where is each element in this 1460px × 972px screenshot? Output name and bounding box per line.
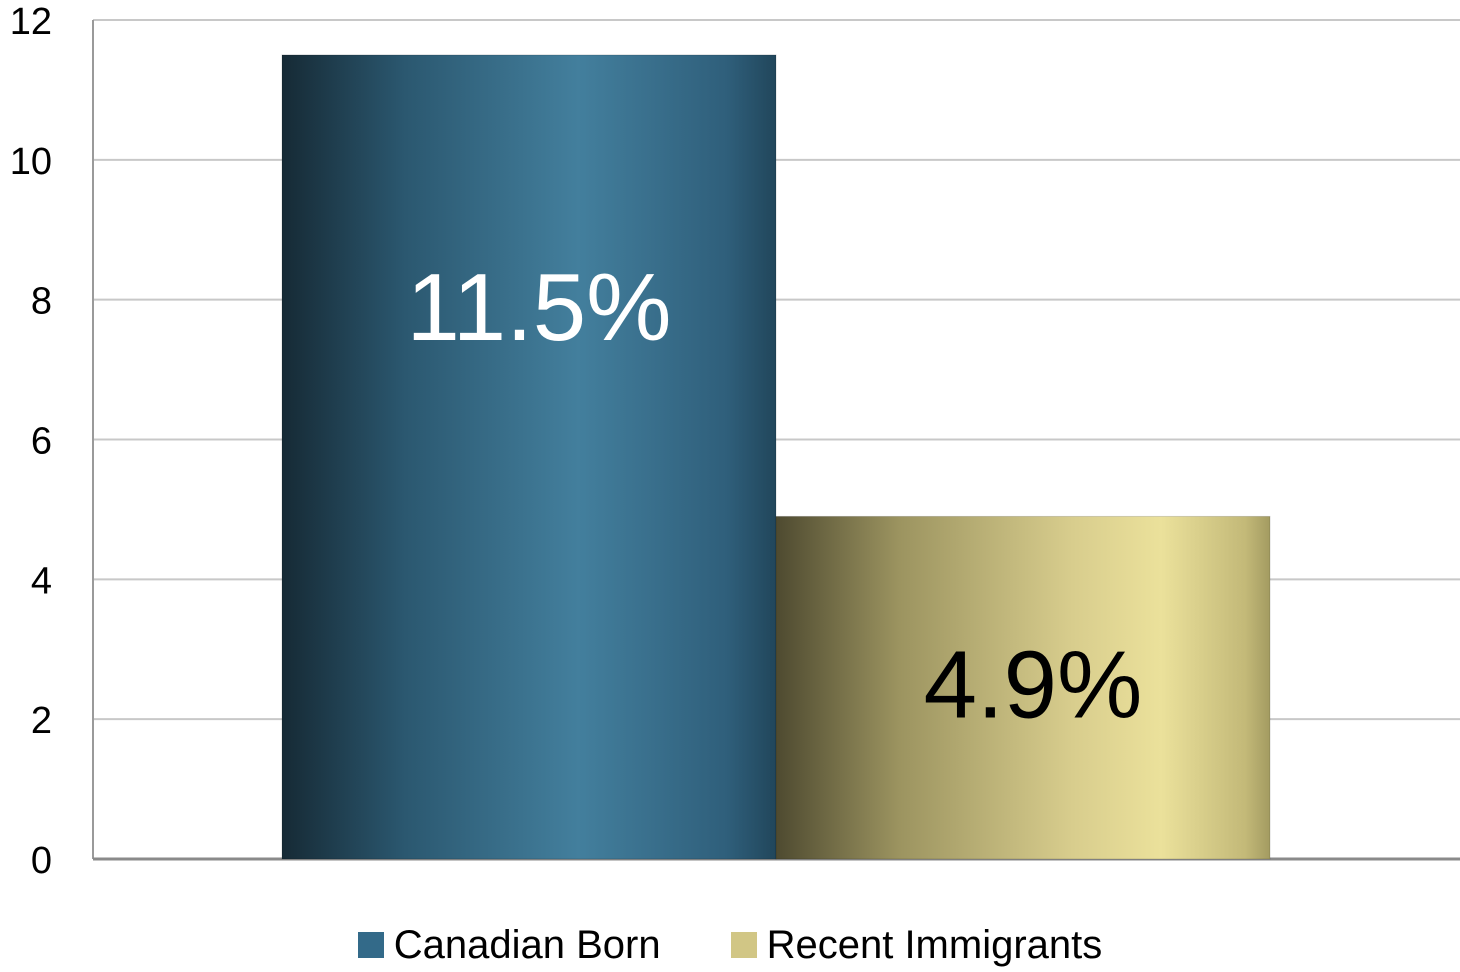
legend-label-recent-immigrants: Recent Immigrants [766,922,1103,967]
bar-data-labels: 11.5% 4.9% [406,254,1142,739]
legend: Canadian Born Recent Immigrants [0,918,1460,972]
y-tick-label-12: 12 [10,1,52,43]
y-tick-label-8: 8 [31,281,52,323]
legend-entry-canadian-born: Canadian Born [357,922,661,968]
legend-swatch-canadian-born [357,932,384,958]
y-tick-label-2: 2 [31,700,52,742]
y-tick-label-4: 4 [31,560,52,602]
bar-recent-immigrants [775,515,1271,860]
legend-entry-recent-immigrants: Recent Immigrants [730,922,1103,968]
bar-canadian-born [281,54,777,860]
bars [281,54,1271,860]
data-label-recent-immigrants: 4.9% [924,632,1143,739]
y-tick-label-10: 10 [10,141,52,183]
y-tick-label-0: 0 [31,840,52,882]
data-label-canadian-born: 11.5% [406,254,671,361]
legend-swatch-recent-immigrants [730,932,757,958]
legend-label-canadian-born: Canadian Born [393,922,661,967]
y-axis-tick-labels: 0 2 4 6 8 10 12 [10,1,52,882]
y-tick-label-6: 6 [31,421,52,463]
